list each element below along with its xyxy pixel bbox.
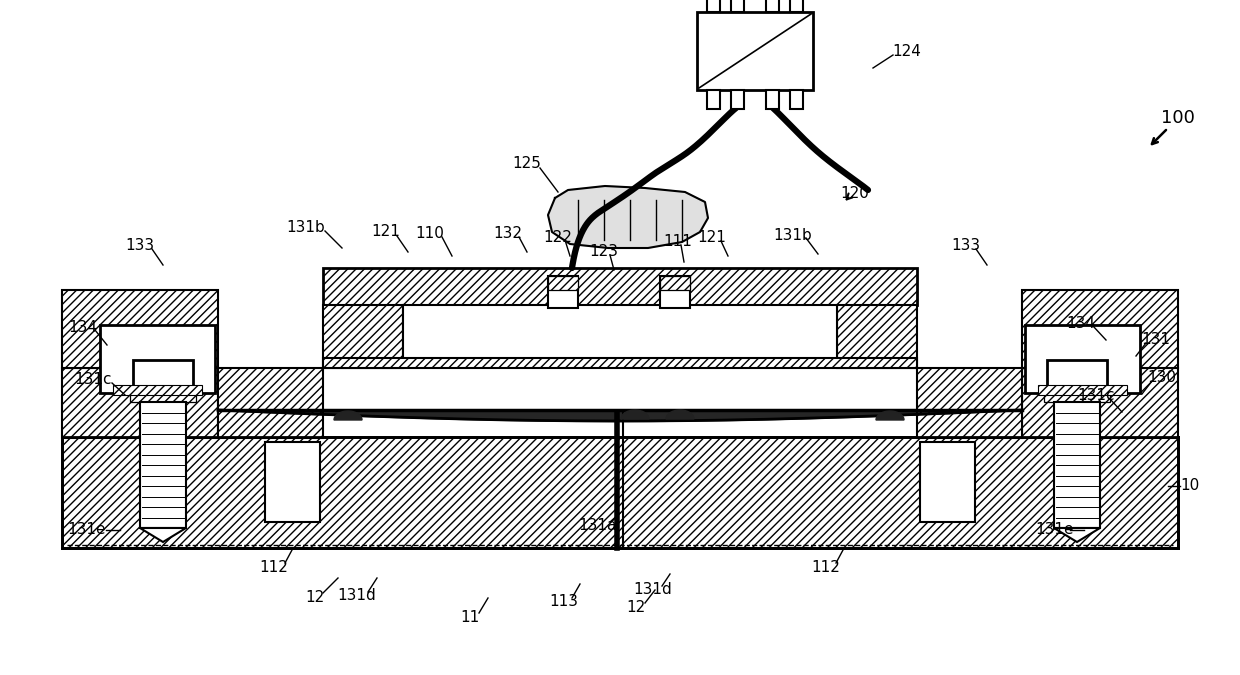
Bar (140, 402, 186, 528)
Polygon shape (875, 411, 904, 420)
Text: 134: 134 (1066, 315, 1095, 331)
Bar (790, 0, 804, 12)
Bar (707, 0, 720, 12)
Bar (766, 0, 779, 12)
Text: 112: 112 (259, 560, 289, 574)
Bar (1022, 290, 1178, 368)
Bar (548, 276, 578, 308)
Text: 132: 132 (494, 225, 522, 240)
Bar (218, 368, 322, 438)
Text: 121: 121 (372, 225, 401, 240)
Text: 133: 133 (951, 238, 981, 254)
Bar (62, 290, 218, 368)
Bar (732, 90, 744, 109)
Text: 120: 120 (841, 186, 869, 200)
Bar (790, 90, 804, 109)
Text: 11: 11 (460, 610, 480, 624)
Bar (1025, 325, 1140, 393)
Bar (113, 385, 202, 395)
Text: 131d: 131d (337, 589, 377, 603)
Text: 123: 123 (589, 244, 619, 259)
Text: 131e: 131e (68, 522, 107, 537)
Bar (548, 276, 578, 290)
Text: 130: 130 (1147, 371, 1177, 385)
Text: 131b: 131b (774, 227, 812, 242)
Bar (697, 12, 813, 90)
Text: 131c: 131c (1078, 389, 1115, 404)
Text: 12: 12 (305, 589, 325, 605)
Text: 100: 100 (1161, 109, 1195, 127)
Text: 133: 133 (125, 238, 155, 254)
Polygon shape (1054, 528, 1100, 542)
Bar (920, 442, 975, 522)
Polygon shape (621, 410, 649, 419)
Bar (837, 305, 918, 368)
Bar (918, 368, 1022, 438)
Polygon shape (334, 411, 362, 420)
Bar (130, 390, 196, 402)
Text: 131: 131 (1142, 333, 1171, 348)
Bar (322, 358, 918, 368)
Text: 113: 113 (549, 595, 579, 610)
Bar (265, 442, 320, 522)
Text: 112: 112 (811, 560, 841, 574)
Bar (766, 90, 779, 109)
Text: 122: 122 (543, 230, 573, 244)
Text: 111: 111 (663, 234, 692, 250)
Bar (732, 0, 744, 12)
Bar (660, 276, 689, 290)
Polygon shape (140, 528, 186, 542)
Bar (1038, 385, 1127, 395)
Text: 134: 134 (68, 319, 98, 335)
Text: 131b: 131b (286, 221, 325, 236)
Text: 121: 121 (698, 230, 727, 246)
Bar (1054, 402, 1100, 528)
Text: 124: 124 (893, 45, 921, 59)
Text: 10: 10 (1180, 479, 1199, 493)
Bar (62, 368, 218, 438)
Text: 125: 125 (512, 155, 542, 171)
Text: 131e: 131e (1035, 522, 1074, 537)
Text: 110: 110 (415, 225, 444, 240)
Bar (100, 325, 215, 393)
Bar (660, 276, 689, 308)
Text: 12: 12 (626, 599, 646, 614)
Bar (62, 437, 1178, 548)
Bar (707, 90, 720, 109)
Bar (1022, 368, 1178, 438)
Bar (322, 305, 403, 368)
Text: 131d: 131d (634, 583, 672, 597)
Text: 131a: 131a (579, 518, 618, 533)
Polygon shape (548, 186, 708, 248)
Bar (403, 305, 837, 360)
Bar (133, 360, 193, 390)
Bar (1044, 390, 1110, 402)
Bar (1047, 360, 1107, 390)
Text: 131c: 131c (74, 373, 112, 387)
Bar (322, 268, 918, 305)
Polygon shape (666, 410, 694, 419)
